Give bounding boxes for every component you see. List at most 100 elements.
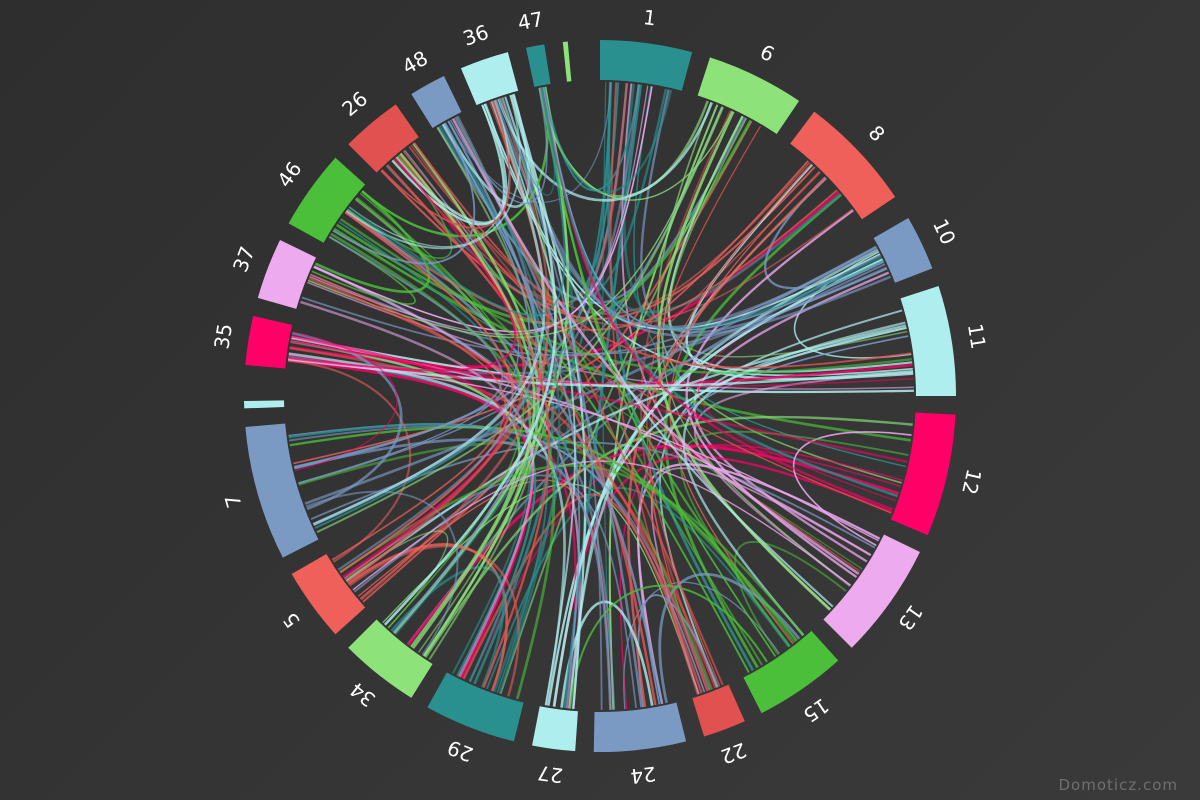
chord-link-8-15-23 (669, 170, 820, 645)
segment-label-11: 11 (963, 322, 991, 351)
segment-label-27: 27 (536, 761, 564, 788)
segment-arc-tick-23[interactable] (562, 41, 572, 82)
chord-link-46-29-156 (330, 232, 556, 700)
chord-link-13-12-60 (793, 431, 912, 547)
chord-link-47-48-197 (449, 87, 548, 205)
chord-link-13-6-56 (656, 111, 831, 611)
chord-link-7-6-132 (316, 106, 725, 534)
chord-link-27-37-91 (313, 265, 581, 709)
segment-label-36: 36 (460, 20, 492, 51)
chord-link-36-7-186 (313, 100, 546, 526)
chord-link-34-46-116 (354, 197, 532, 657)
segment-arc-36[interactable] (460, 52, 519, 106)
segment-label-7: 7 (220, 492, 247, 511)
watermark-text: Domoticz.com (1058, 776, 1178, 794)
segment-label-15: 15 (799, 693, 834, 727)
chord-link-36-26-188 (381, 100, 511, 229)
segment-arc-1[interactable] (600, 40, 693, 91)
segment-arc-26[interactable] (348, 104, 419, 173)
segment-arc-6[interactable] (697, 57, 800, 135)
segment-arc-12[interactable] (890, 412, 956, 536)
segment-label-1: 1 (642, 5, 658, 30)
segment-label-13: 13 (893, 600, 927, 635)
chord-links (287, 82, 914, 711)
segment-label-47: 47 (516, 7, 545, 35)
chord-link-27-10-97 (552, 258, 884, 707)
segment-label-37: 37 (228, 243, 260, 275)
segment-arc-5[interactable] (291, 554, 366, 635)
chord-link-29-35-106 (287, 359, 534, 679)
chord-link-5-11-118 (345, 324, 907, 583)
segment-arc-13[interactable] (823, 534, 920, 648)
chord-link-47-1-191 (542, 86, 673, 194)
segment-label-26: 26 (337, 86, 372, 121)
chord-link-7-15-126 (289, 426, 798, 642)
chord-link-34-12-110 (424, 415, 913, 658)
chord-link-5-13-120 (352, 460, 851, 591)
segment-arc-48[interactable] (411, 76, 462, 129)
chord-link-26-35-170 (288, 157, 517, 372)
chord-link-13-15-54 (734, 540, 847, 656)
chord-link-36-34-185 (383, 94, 557, 626)
chord-link-48-29-175 (454, 116, 561, 694)
chord-link-8-5-26 (359, 171, 821, 600)
segment-label-8: 8 (864, 121, 890, 147)
segment-label-48: 48 (398, 46, 432, 79)
chord-link-27-15-95 (569, 584, 768, 709)
segment-arc-46[interactable] (288, 157, 366, 243)
chord-link-37-5-151 (310, 273, 507, 561)
chord-link-13-6-59 (662, 115, 851, 586)
chord-link-36-10-184 (494, 99, 878, 329)
chord-link-7-26-130 (298, 149, 520, 484)
segment-label-34: 34 (345, 677, 380, 712)
chord-link-46-7-158 (293, 235, 504, 468)
chord-link-26-8-167 (392, 158, 853, 326)
segment-arc-tick-15[interactable] (244, 400, 285, 409)
chord-link-27-36-98 (512, 93, 587, 709)
chord-link-5-35-124 (287, 359, 412, 563)
chord-link-35-11-139 (288, 357, 914, 388)
chord-link-35-13-142 (288, 357, 879, 542)
segment-arc-29[interactable] (427, 672, 524, 742)
segment-arc-10[interactable] (873, 218, 933, 283)
segment-arc-27[interactable] (532, 706, 578, 752)
chord-link-36-6-187 (497, 98, 714, 202)
chord-link-37-46-149 (311, 236, 416, 305)
segment-arc-37[interactable] (257, 239, 316, 309)
chord-link-7-10-131 (304, 245, 877, 505)
chord-link-24-8-81 (627, 176, 827, 707)
chord-link-46-47-154 (361, 86, 549, 238)
chord-link-47-6-190 (539, 87, 733, 201)
chord-link-47-10-195 (542, 87, 885, 331)
segment-arc-11[interactable] (900, 285, 956, 396)
chord-link-37-29-146 (300, 300, 535, 678)
chord-link-48-46-179 (332, 122, 476, 265)
segment-arc-24[interactable] (593, 702, 687, 753)
chord-link-48-27-176 (441, 124, 581, 709)
segment-label-22: 22 (717, 738, 749, 769)
chord-link-47-46-196 (348, 87, 566, 317)
segment-arc-8[interactable] (790, 111, 896, 220)
chord-link-46-22-160 (355, 196, 712, 691)
chord-link-15-29-70 (485, 487, 790, 690)
segment-label-12: 12 (957, 467, 986, 497)
segment-label-35: 35 (209, 322, 237, 351)
segment-label-24: 24 (629, 762, 657, 789)
segment-arc-34[interactable] (348, 619, 433, 698)
chord-link-5-10-119 (353, 263, 886, 593)
segment-label-5: 5 (278, 608, 305, 632)
segment-label-29: 29 (444, 735, 476, 767)
segment-arc-35[interactable] (245, 315, 293, 369)
chord-link-7-34-134 (305, 490, 459, 656)
segment-arc-15[interactable] (743, 630, 839, 714)
segment-arc-7[interactable] (245, 423, 319, 558)
chord-link-46-5-157 (339, 211, 514, 574)
segment-arc-22[interactable] (692, 684, 745, 737)
segment-label-6: 6 (756, 40, 778, 67)
chord-link-22-1-80 (609, 82, 699, 695)
chord-link-37-22-152 (308, 277, 709, 692)
segment-label-46: 46 (272, 157, 306, 192)
segment-arc-47[interactable] (525, 44, 551, 87)
